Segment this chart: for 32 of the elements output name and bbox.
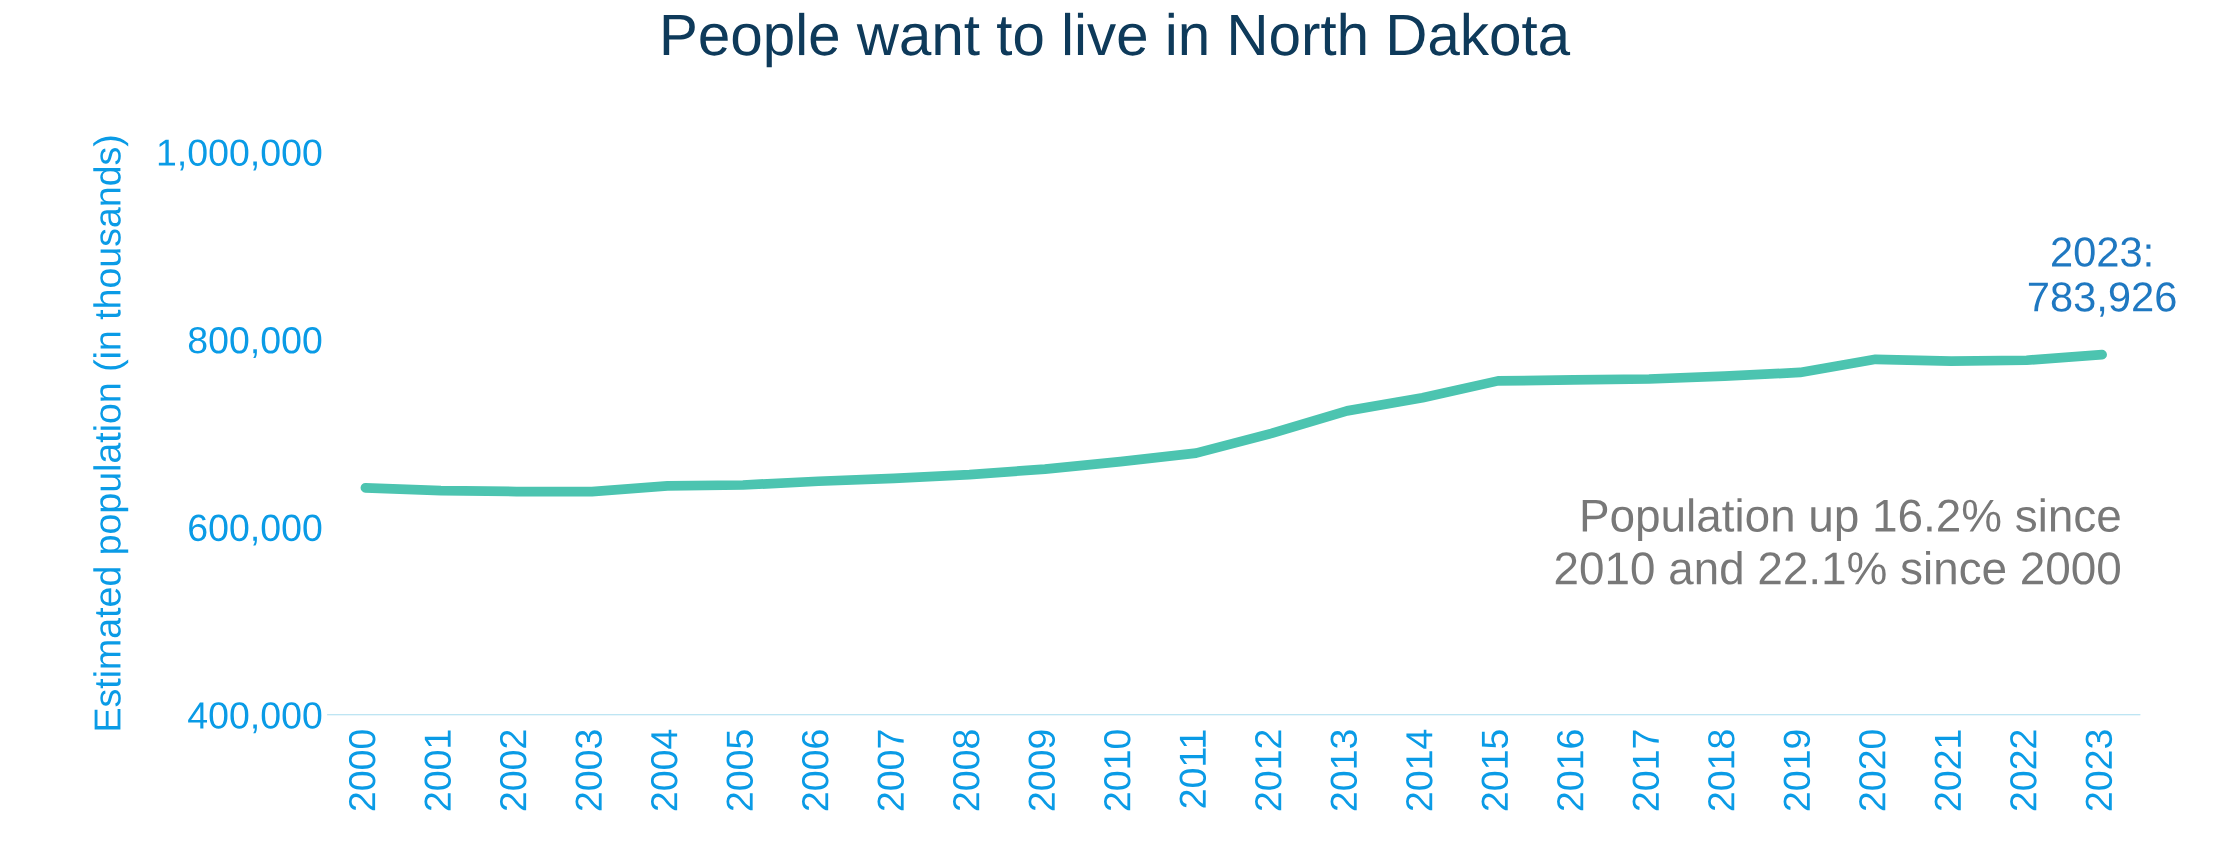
x-tick-label: 2001 xyxy=(424,730,451,811)
x-tick-label: 2022 xyxy=(2010,730,2037,811)
x-tick-label: 2013 xyxy=(1330,730,1358,811)
x-tick-label: 2012 xyxy=(1255,730,1282,811)
x-tick-label: 2020 xyxy=(1859,730,1886,811)
x-tick-label: 2009 xyxy=(1028,730,1056,811)
annotation: Population up 16.2% since 2010 and 22.1% since 2000 xyxy=(1555,498,2120,585)
x-tick-label: 2019 xyxy=(1783,730,1811,811)
x-tick-label: 2015 xyxy=(1481,730,1509,811)
x-tick-label: 2008 xyxy=(952,730,980,811)
x-tick-label: 2002 xyxy=(499,730,527,811)
chart-title: People want to live in North Dakota xyxy=(663,12,1571,68)
x-tick-label: 2016 xyxy=(1557,730,1584,811)
x-tick-label: 2011 xyxy=(1179,730,1207,808)
x-tick-label: 2018 xyxy=(1708,730,1735,811)
y-axis-title: Estimated population (in thousands) xyxy=(93,136,129,730)
y-tick-label: 400,000 xyxy=(188,702,322,734)
annotation: 2023: 783,926 xyxy=(2028,237,2176,317)
y-tick-label: 800,000 xyxy=(188,327,322,358)
x-tick-label: 2004 xyxy=(650,729,678,811)
x-tick-label: 2006 xyxy=(801,730,829,811)
x-tick-label: 2017 xyxy=(1632,730,1660,811)
x-tick-label: 2010 xyxy=(1104,730,1131,811)
x-tick-label: 2014 xyxy=(1406,729,1433,811)
y-tick-label: 1,000,000 xyxy=(158,139,322,171)
y-tick-label: 600,000 xyxy=(189,514,322,546)
x-tick-label: 2007 xyxy=(877,730,905,811)
x-tick-label: 2021 xyxy=(1934,730,1962,811)
x-tick-label: 2023 xyxy=(2085,730,2113,811)
x-tick-label: 2000 xyxy=(348,730,376,811)
x-tick-label: 2005 xyxy=(726,730,754,811)
x-tick-label: 2003 xyxy=(575,730,603,811)
